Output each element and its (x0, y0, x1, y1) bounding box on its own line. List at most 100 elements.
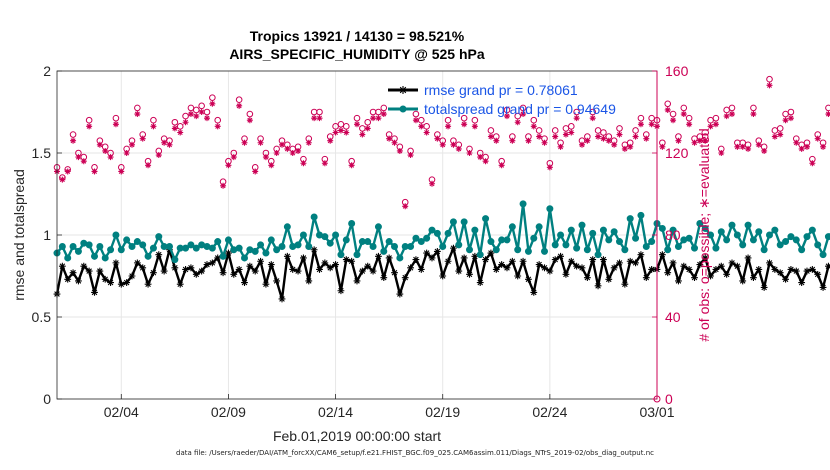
evaluated-obs-point (171, 125, 178, 132)
legend-rmse-star (399, 86, 407, 94)
totalspread-point (808, 226, 816, 234)
possible-obs-point (369, 108, 377, 116)
rmse-point (385, 254, 393, 262)
rmse-point (176, 280, 184, 288)
rmse-point (691, 274, 698, 282)
totalspread-point (546, 205, 554, 213)
totalspread-point (696, 220, 704, 228)
evaluated-obs-point (664, 106, 671, 113)
totalspread-point (551, 241, 559, 249)
rmse-point (755, 266, 763, 273)
x-ticks: 02/04 02/09 02/14 02/19 02/24 03/01 (104, 394, 675, 420)
evaluated-obs-point (616, 131, 623, 138)
evaluated-obs-point (814, 135, 821, 142)
evaluated-obs-point (354, 121, 360, 128)
totalspread-point (407, 242, 415, 250)
rmse-point (508, 257, 516, 265)
possible-obs-point (176, 123, 184, 130)
rmse-point (557, 252, 564, 260)
evaluated-obs-point (777, 131, 784, 138)
totalspread-point (85, 241, 93, 249)
evaluated-obs-point (327, 137, 334, 144)
rmse-point (407, 264, 414, 272)
rmse-point (519, 257, 527, 265)
rmse-point (348, 257, 356, 265)
evaluated-obs-point (745, 145, 752, 152)
evaluated-obs-point (64, 168, 71, 175)
totalspread-point (723, 236, 731, 244)
evaluated-obs-point (825, 111, 830, 118)
totalspread-point (380, 247, 388, 255)
series-evaluated (54, 82, 830, 210)
rmse-point (396, 290, 404, 298)
totalspread-point (396, 254, 404, 262)
x-tick-label: 02/19 (425, 404, 460, 420)
evaluated-obs-point (723, 113, 730, 120)
rmse-point (503, 264, 511, 272)
rmse-point (514, 272, 522, 280)
totalspread-point (798, 246, 806, 254)
evaluated-obs-point (627, 143, 634, 150)
totalspread-point (717, 228, 725, 236)
totalspread-point (771, 226, 779, 234)
rmse-point (632, 259, 639, 267)
possible-obs-point (460, 114, 468, 122)
y-tick-label: 1.5 (32, 145, 52, 161)
rmse-point (85, 267, 93, 275)
totalspread-point (299, 231, 307, 239)
possible-obs-point (471, 116, 479, 124)
evaluated-obs-point (96, 141, 103, 148)
evaluated-obs-point (102, 147, 109, 154)
totalspread-point (519, 200, 527, 208)
legend: rmse grand pr = 0.78061 totalspread gran… (388, 82, 616, 117)
totalspread-point (91, 252, 98, 260)
rmse-point (412, 256, 420, 263)
possible-obs-point (316, 108, 323, 116)
totalspread-point (819, 251, 827, 259)
evaluated-obs-point (739, 143, 746, 150)
evaluated-obs-point (804, 143, 810, 150)
evaluated-obs-point (337, 127, 344, 134)
rmse-point (707, 272, 714, 280)
totalspread-point (578, 221, 586, 229)
possible-obs-point (209, 94, 216, 101)
rmse-point (203, 261, 211, 268)
evaluated-obs-point (236, 102, 243, 109)
rmse-point (353, 277, 361, 285)
totalspread-point (283, 223, 291, 231)
rmse-point (310, 246, 318, 254)
series-totalspread (53, 200, 830, 264)
possible-obs-point (171, 118, 179, 126)
evaluated-obs-point (396, 147, 403, 154)
totalspread-point (466, 246, 473, 254)
totalspread-point (374, 223, 382, 231)
rmse-point (219, 269, 227, 277)
evaluated-obs-point (418, 123, 425, 130)
totalspread-point (444, 229, 452, 237)
totalspread-point (64, 254, 72, 262)
evaluated-obs-point (504, 113, 510, 120)
evaluated-obs-point (407, 152, 414, 159)
totalspread-point (101, 254, 109, 262)
possible-obs-point (712, 114, 720, 122)
possible-obs-point (359, 125, 366, 132)
totalspread-point (567, 226, 575, 234)
totalspread-point (342, 236, 350, 244)
rmse-point (455, 267, 463, 275)
rmse-point (332, 261, 339, 268)
rmse-point (171, 264, 179, 272)
totalspread-point (58, 242, 66, 250)
evaluated-obs-point (536, 133, 543, 140)
possible-obs-point (519, 104, 527, 112)
y2-tick-label: 40 (665, 309, 681, 325)
rmse-point (417, 266, 425, 273)
evaluated-obs-point (820, 143, 827, 150)
rmse-point (675, 277, 682, 285)
totalspread-point (208, 244, 216, 252)
totalspread-point (305, 242, 313, 250)
rmse-point (541, 264, 548, 272)
possible-obs-point (782, 110, 789, 118)
possible-obs-point (551, 127, 559, 134)
rmse-point (825, 262, 830, 270)
y2-tick-label: 0 (665, 391, 673, 407)
